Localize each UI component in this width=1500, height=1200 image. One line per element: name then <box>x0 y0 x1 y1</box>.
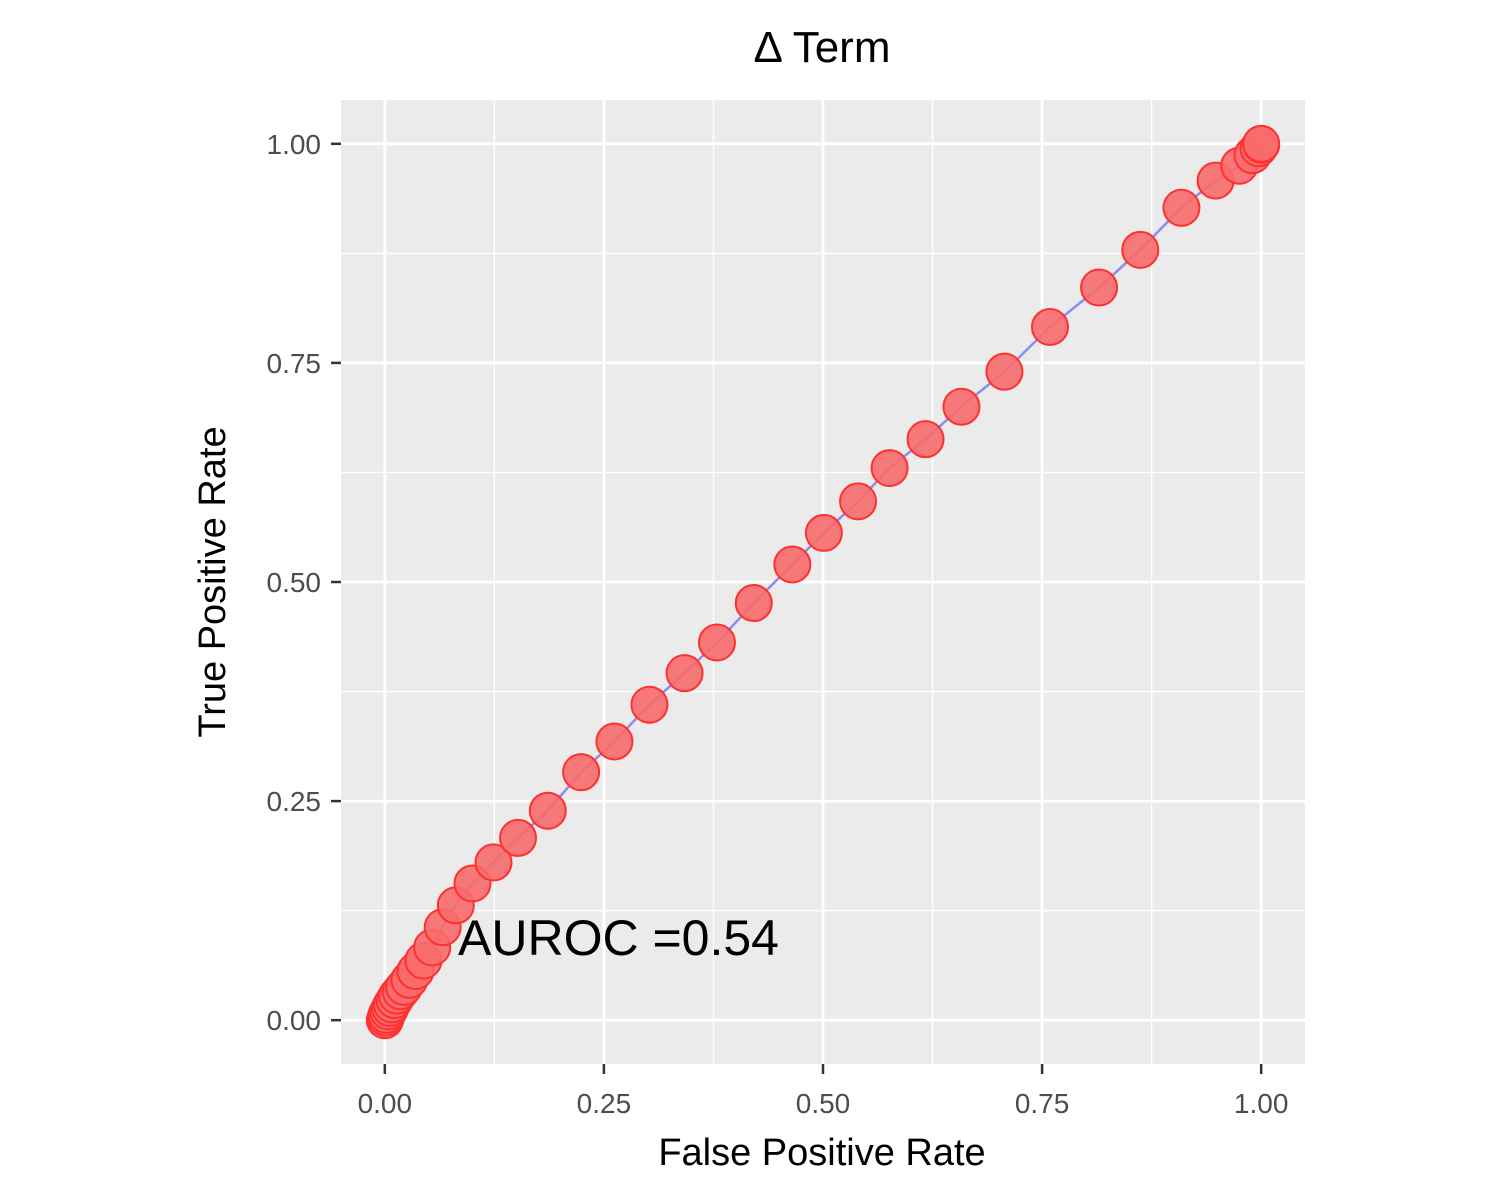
roc-point <box>697 623 736 662</box>
roc-point <box>804 513 843 552</box>
x-tick-label: 0.75 <box>1015 1088 1070 1119</box>
roc-point <box>906 420 945 459</box>
y-tick-label: 0.00 <box>267 1005 322 1036</box>
y-axis-tick-labels: 0.00 0.25 0.50 0.75 1.00 <box>267 129 322 1036</box>
chart-title: Δ Term <box>754 23 891 72</box>
y-tick-label: 0.75 <box>267 348 322 379</box>
x-tick-label: 0.00 <box>358 1088 413 1119</box>
y-tick-label: 0.25 <box>267 786 322 817</box>
major-gridlines <box>341 100 1305 1064</box>
roc-point <box>1162 188 1201 227</box>
roc-point <box>1080 268 1119 307</box>
roc-point <box>839 482 878 521</box>
roc-point <box>665 654 704 693</box>
y-tick-label: 1.00 <box>267 129 322 160</box>
roc-point <box>630 685 669 724</box>
y-tick-label: 0.50 <box>267 567 322 598</box>
axis-ticks <box>331 142 1263 1074</box>
roc-point <box>870 449 909 488</box>
roc-point <box>773 545 812 584</box>
x-tick-label: 1.00 <box>1234 1088 1289 1119</box>
roc-point <box>474 843 513 882</box>
x-tick-label: 0.25 <box>577 1088 632 1119</box>
roc-point <box>985 352 1024 391</box>
roc-point <box>734 584 773 623</box>
roc-point <box>595 722 634 761</box>
roc-point <box>942 387 981 426</box>
roc-point <box>1030 307 1069 346</box>
y-axis-title: True Positive Rate <box>192 426 234 737</box>
roc-point <box>1242 124 1281 163</box>
roc-point <box>1121 230 1160 269</box>
x-axis-title: False Positive Rate <box>658 1132 985 1174</box>
auroc-annotation: AUROC =0.54 <box>458 910 779 966</box>
roc-point <box>499 818 538 857</box>
x-axis-tick-labels: 0.00 0.25 0.50 0.75 1.00 <box>358 1088 1289 1119</box>
roc-point <box>528 791 567 830</box>
roc-points <box>365 124 1281 1040</box>
x-tick-label: 0.50 <box>796 1088 851 1119</box>
roc-point <box>562 753 601 792</box>
